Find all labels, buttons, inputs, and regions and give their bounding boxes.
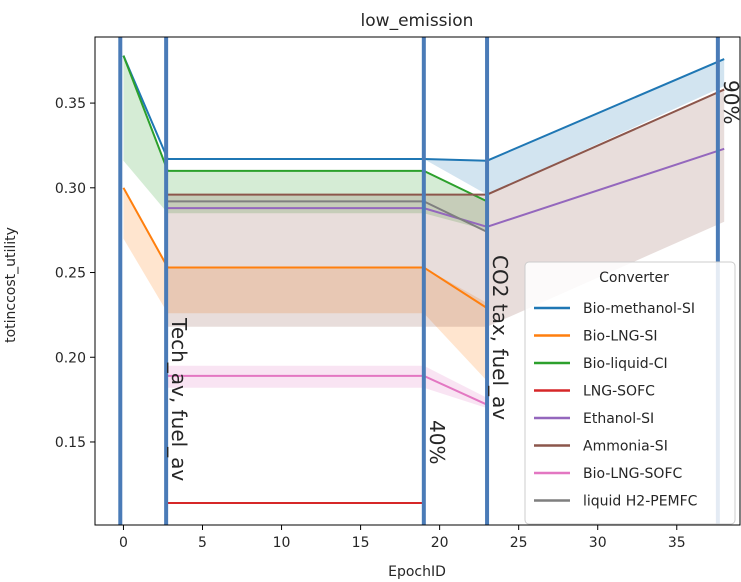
legend-label-3: LNG-SOFC bbox=[583, 384, 655, 400]
vline-label-2: 40% bbox=[425, 420, 449, 464]
legend-label-2: Bio-liquid-CI bbox=[583, 356, 668, 372]
y-tick-label-2: 0.25 bbox=[55, 266, 86, 282]
x-tick-label-1: 5 bbox=[198, 535, 207, 551]
x-tick-label-3: 15 bbox=[352, 535, 370, 551]
vline-label-1: Tech_av, fuel_av bbox=[167, 317, 191, 481]
legend: Converter Bio-methanol-SI Bio-LNG-SI Bio-li… bbox=[524, 261, 736, 525]
x-tick-label-0: 0 bbox=[119, 535, 128, 551]
plot-frame bbox=[94, 36, 741, 526]
x-tick-label-7: 35 bbox=[668, 535, 686, 551]
band-1 bbox=[123, 187, 488, 381]
y-tick-label-0: 0.15 bbox=[55, 435, 86, 451]
axes: 0.15 0.20 0.25 0.30 0.35 0 5 10 15 20 25 30 35 bbox=[55, 36, 741, 551]
legend-label-4: Ethanol-SI bbox=[583, 411, 654, 427]
vline-label-3: CO2 tax, fuel_av bbox=[488, 255, 512, 420]
legend-label-6: Bio-LNG-SOFC bbox=[583, 466, 683, 482]
x-tick-label-4: 20 bbox=[431, 535, 449, 551]
vertical-markers: Tech_av, fuel_av 40% CO2 tax, fuel_av 90% bbox=[118, 37, 741, 525]
legend-label-5: Ammonia-SI bbox=[583, 439, 668, 455]
vline-label-4: 90% bbox=[719, 80, 741, 124]
series-line-1 bbox=[122, 187, 488, 309]
band-0 bbox=[123, 55, 725, 195]
series-line-5 bbox=[167, 88, 725, 196]
x-axis-label: EpochID bbox=[388, 564, 446, 580]
legend-box bbox=[524, 261, 736, 525]
legend-label-0: Bio-methanol-SI bbox=[583, 301, 695, 317]
legend-title: Converter bbox=[599, 270, 669, 286]
x-tick-label-5: 25 bbox=[510, 535, 528, 551]
legend-label-1: Bio-LNG-SI bbox=[583, 329, 658, 345]
series-lines bbox=[122, 55, 725, 504]
band-2 bbox=[123, 55, 488, 231]
y-tick-label-3: 0.30 bbox=[55, 181, 86, 197]
band-6 bbox=[167, 365, 488, 409]
y-tick-label-1: 0.20 bbox=[55, 350, 86, 366]
x-tick-label-2: 10 bbox=[273, 535, 291, 551]
chart-title: low_emission bbox=[361, 11, 474, 31]
series-line-2 bbox=[122, 55, 488, 203]
y-axis-label: totinccost_utility bbox=[3, 227, 19, 343]
x-tick-label-6: 30 bbox=[589, 535, 607, 551]
legend-label-7: liquid H2-PEMFC bbox=[583, 494, 698, 510]
y-tick-label-4: 0.35 bbox=[55, 96, 86, 112]
